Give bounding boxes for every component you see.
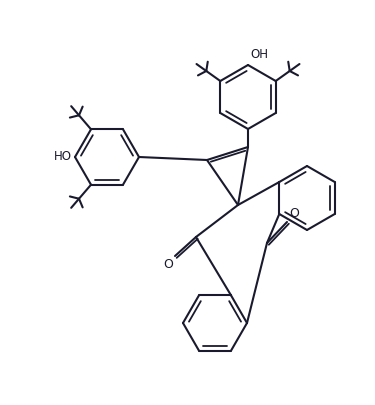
Text: O: O [289, 207, 299, 220]
Text: O: O [163, 258, 173, 271]
Text: HO: HO [54, 151, 72, 164]
Text: OH: OH [250, 48, 268, 61]
